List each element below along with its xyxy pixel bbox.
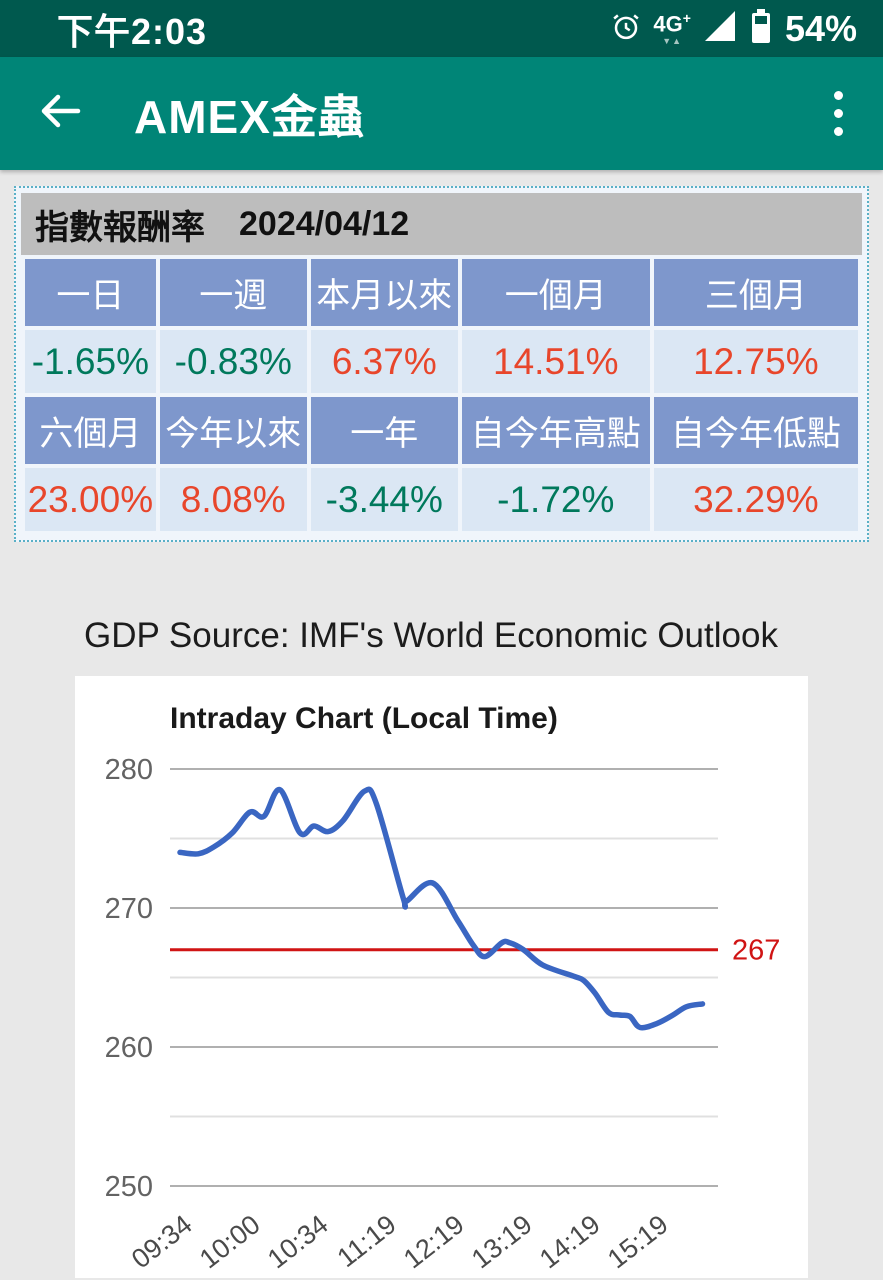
svg-text:270: 270 — [105, 893, 153, 925]
column-header: 今年以來 — [159, 397, 307, 464]
intraday-chart-card: 250 260 270 280 09:34 10:00 10:34 11:19 12:19 13:… — [75, 676, 808, 1278]
network-plus-label: + — [682, 10, 691, 27]
menu-dot — [834, 91, 843, 100]
svg-text:12:19: 12:19 — [398, 1209, 470, 1274]
svg-text:280: 280 — [105, 754, 153, 786]
battery-percentage: 54% — [784, 7, 857, 49]
svg-text:13:19: 13:19 — [466, 1209, 538, 1274]
network-indicator: 4G+ ▼▲ — [653, 11, 691, 45]
menu-dot — [834, 127, 843, 136]
return-value: -0.83% — [159, 330, 307, 393]
alarm-icon — [611, 11, 641, 46]
back-arrow-icon — [41, 94, 81, 128]
column-header: 一週 — [159, 259, 307, 326]
return-value: 12.75% — [653, 330, 858, 393]
svg-text:267: 267 — [732, 935, 780, 967]
column-header: 本月以來 — [310, 259, 458, 326]
svg-text:250: 250 — [105, 1171, 153, 1203]
return-value: -3.44% — [310, 468, 458, 531]
svg-text:Intraday Chart (Local Time): Intraday Chart (Local Time) — [170, 702, 558, 735]
column-header: 三個月 — [653, 259, 858, 326]
status-bar: 下午2:03 4G+ ▼▲ 54% — [0, 0, 883, 57]
value-row-1: -1.65% -0.83% 6.37% 14.51% 12.75% — [25, 330, 858, 393]
signal-icon — [703, 9, 737, 48]
svg-text:09:34: 09:34 — [126, 1209, 198, 1274]
svg-text:11:19: 11:19 — [332, 1209, 402, 1273]
gdp-source-note: GDP Source: IMF's World Economic Outlook — [84, 616, 778, 655]
column-header: 一個月 — [461, 259, 650, 326]
table-date: 2024/04/12 — [239, 204, 410, 243]
return-value: 23.00% — [25, 468, 156, 531]
column-header: 自今年高點 — [461, 397, 650, 464]
return-value: 14.51% — [461, 330, 650, 393]
svg-text:10:00: 10:00 — [194, 1209, 266, 1274]
menu-dot — [834, 109, 843, 118]
index-returns-card: 指數報酬率 2024/04/12 一日 一週 本月以來 一個月 三個月 -1.6… — [14, 186, 869, 542]
app-bar: AMEX金蟲 — [0, 57, 883, 170]
table-title: 指數報酬率 — [35, 208, 205, 247]
column-header: 一年 — [310, 397, 458, 464]
back-button[interactable] — [38, 91, 82, 136]
status-time: 下午2:03 — [57, 10, 208, 52]
overflow-menu-button[interactable] — [824, 85, 853, 142]
return-value: 8.08% — [159, 468, 307, 531]
returns-table: 一日 一週 本月以來 一個月 三個月 -1.65% -0.83% 6.37% 1… — [21, 255, 862, 535]
network-activity-arrows-icon: ▼▲ — [662, 35, 683, 46]
svg-text:260: 260 — [105, 1032, 153, 1064]
return-value: -1.72% — [461, 468, 650, 531]
column-header: 自今年低點 — [653, 397, 858, 464]
intraday-line-chart: 250 260 270 280 09:3410:0010:3411:1912:1913:… — [105, 702, 781, 1274]
svg-text:14:19: 14:19 — [534, 1209, 606, 1274]
page-title: AMEX金蟲 — [134, 90, 365, 143]
header-row-2: 六個月 今年以來 一年 自今年高點 自今年低點 — [25, 397, 858, 464]
svg-text:10:34: 10:34 — [262, 1209, 334, 1274]
value-row-2: 23.00% 8.08% -3.44% -1.72% 32.29% — [25, 468, 858, 531]
battery-icon — [749, 7, 773, 50]
column-header: 六個月 — [25, 397, 156, 464]
return-value: -1.65% — [25, 330, 156, 393]
header-row-1: 一日 一週 本月以來 一個月 三個月 — [25, 259, 858, 326]
table-title-bar: 指數報酬率 2024/04/12 — [21, 193, 862, 255]
column-header: 一日 — [25, 259, 156, 326]
return-value: 6.37% — [310, 330, 458, 393]
svg-text:15:19: 15:19 — [602, 1209, 674, 1274]
return-value: 32.29% — [653, 468, 858, 531]
network-type-label: 4G — [653, 11, 683, 37]
